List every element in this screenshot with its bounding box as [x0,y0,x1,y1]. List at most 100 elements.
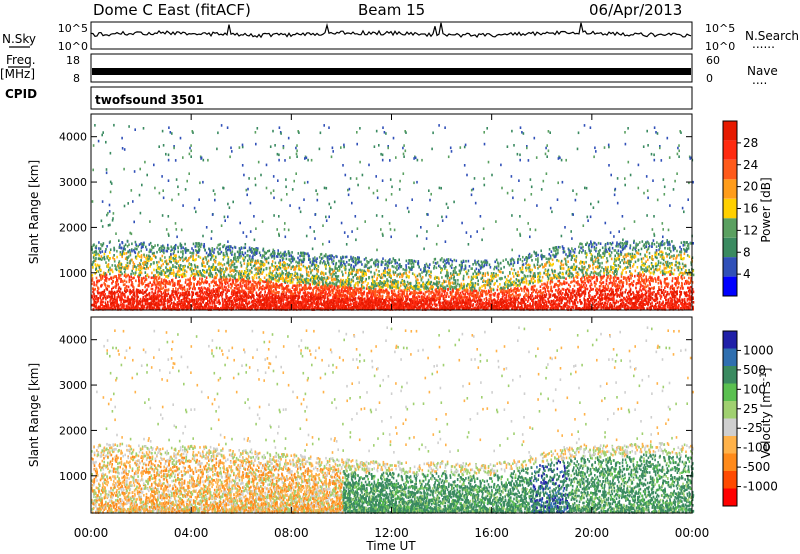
power-point [271,263,273,266]
power-point [313,230,315,233]
power-point [273,289,275,292]
power-point [211,249,214,252]
power-point [212,263,215,266]
power-point [135,268,137,272]
power-point [278,286,281,289]
power-point [186,296,189,299]
power-point [279,251,282,255]
power-point [245,292,247,296]
power-point [139,291,141,294]
power-point [167,215,170,218]
power-point [145,245,147,249]
power-point [183,300,185,304]
power-point [305,252,308,256]
power-point [305,156,308,160]
power-point [240,303,242,306]
power-point [135,255,137,259]
power-point [138,273,140,277]
power-point [97,289,99,293]
power-point [133,286,135,289]
power-point [185,296,188,300]
power-point [229,249,232,252]
power-point [131,281,133,284]
power-point [243,289,245,293]
power-point [230,274,233,278]
power-point [161,295,164,299]
power-point [176,262,178,265]
power-point [136,304,138,308]
power-point [227,258,229,262]
power-point [143,241,145,245]
power-point [359,299,362,302]
power-point [142,127,145,130]
power-point [157,286,160,290]
power-point [155,298,158,301]
power-point [150,276,153,280]
power-point [191,292,194,296]
power-point [173,257,176,261]
power-point [133,293,136,296]
power-point [216,301,218,304]
power-point [229,263,231,267]
power-point [153,295,155,299]
power-point [225,246,228,250]
power-point [282,257,285,260]
power-point [267,280,269,283]
power-point [195,305,198,309]
power-point [313,296,315,300]
power-point [193,282,195,286]
power-point [260,173,262,177]
power-point [246,264,249,267]
power-point [289,204,291,207]
power-point [252,254,254,258]
power-point [161,271,163,275]
power-point [228,206,231,209]
power-point [150,306,153,309]
power-point [263,280,265,284]
power-point [95,252,98,255]
power-point [163,289,166,292]
power-point [133,298,135,301]
power-point [119,308,122,311]
power-point [127,202,129,205]
power-point [245,298,248,301]
power-point [131,282,134,286]
power-point [95,267,98,270]
power-point [174,159,177,162]
power-point [204,307,207,311]
power-point [147,257,150,261]
power-point [136,296,138,300]
power-point [118,307,121,311]
power-point [187,302,189,305]
power-point [229,246,231,250]
power-point [342,278,345,282]
power-point [126,265,128,268]
power-point [305,294,307,298]
power-point [152,280,155,283]
power-point [227,306,230,309]
power-point [173,306,175,309]
power-point [201,297,204,301]
power-point [118,262,121,266]
power-point [299,254,301,258]
power-point [116,290,118,293]
power-point [205,258,208,261]
nsky-panel [90,21,693,50]
power-point [307,271,310,274]
power-point [167,158,170,162]
power-point [172,293,174,297]
power-point [290,273,293,277]
power-point [182,265,184,268]
power-point [213,307,215,310]
power-point [169,271,171,275]
power-point [218,261,220,265]
power-point [159,299,161,303]
power-point [123,204,126,208]
power-point [330,272,333,276]
power-point [123,148,126,151]
power-point [100,258,103,261]
power-point [95,250,98,253]
power-point [219,252,221,255]
power-point [200,295,203,299]
power-point [249,291,252,294]
